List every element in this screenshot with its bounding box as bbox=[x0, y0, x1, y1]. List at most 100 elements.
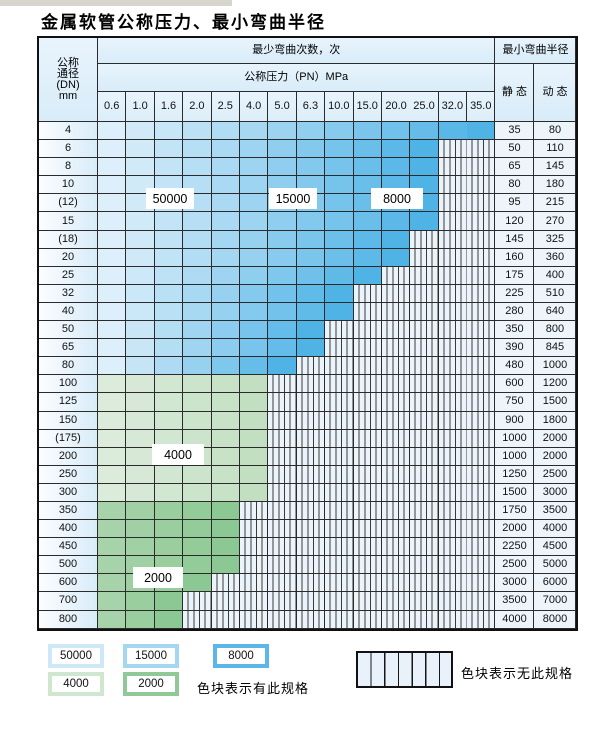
matrix-cell-available bbox=[154, 375, 184, 394]
matrix-cell-no-spec bbox=[467, 574, 496, 593]
matrix-cell-available bbox=[211, 393, 240, 412]
matrix-cell-no-spec bbox=[438, 411, 468, 430]
matrix-cell-available bbox=[154, 610, 184, 629]
matrix-cell-available bbox=[410, 158, 439, 177]
matrix-cell-available bbox=[154, 158, 184, 177]
matrix-cell-available bbox=[268, 230, 297, 249]
matrix-cell-available bbox=[211, 339, 240, 358]
static-radius-value: 280 bbox=[495, 302, 535, 322]
matrix-cell-no-spec bbox=[410, 556, 439, 575]
matrix-cell-no-spec bbox=[381, 483, 411, 502]
matrix-cell-available bbox=[381, 140, 411, 159]
matrix-cell-no-spec bbox=[296, 610, 326, 629]
matrix-cell-available bbox=[211, 248, 240, 267]
matrix-cell-available bbox=[211, 520, 240, 539]
matrix-cell-no-spec bbox=[467, 610, 496, 629]
matrix-cell-no-spec bbox=[325, 447, 354, 466]
matrix-cell-available bbox=[154, 592, 184, 611]
matrix-cell-available bbox=[239, 483, 269, 502]
matrix-cell-no-spec bbox=[325, 483, 354, 502]
matrix-cell-available bbox=[98, 538, 127, 557]
pressure-header-cell: 0.6 bbox=[98, 92, 127, 122]
matrix-cell-available bbox=[183, 538, 212, 557]
dynamic-radius-value: 3000 bbox=[534, 483, 577, 502]
static-radius-value: 225 bbox=[495, 284, 535, 303]
dynamic-radius-value: 2000 bbox=[534, 447, 577, 466]
matrix-cell-no-spec bbox=[467, 230, 496, 249]
matrix-cell-no-spec bbox=[325, 339, 354, 358]
matrix-cell-no-spec bbox=[410, 339, 439, 358]
dynamic-radius-value: 80 bbox=[534, 122, 577, 141]
matrix-cell-no-spec bbox=[353, 501, 382, 521]
matrix-cell-available bbox=[239, 122, 269, 141]
matrix-cell-available bbox=[296, 284, 326, 303]
matrix-cell-no-spec bbox=[438, 230, 468, 249]
dn-label: 600 bbox=[39, 574, 98, 593]
matrix-cell-available bbox=[154, 411, 184, 430]
matrix-cell-available bbox=[98, 429, 127, 448]
matrix-cell-available bbox=[381, 212, 411, 231]
matrix-cell-no-spec bbox=[325, 393, 354, 412]
matrix-cell-no-spec bbox=[438, 176, 468, 195]
matrix-cell-available bbox=[239, 465, 269, 484]
matrix-cell-available bbox=[126, 538, 155, 557]
matrix-cell-available bbox=[98, 592, 127, 611]
matrix-cell-no-spec bbox=[353, 538, 382, 557]
matrix-cell-available bbox=[325, 212, 354, 231]
matrix-cell-available bbox=[183, 230, 212, 249]
page-title: 金属软管公称压力、最小弯曲半径 bbox=[41, 13, 326, 32]
matrix-cell-no-spec bbox=[438, 538, 468, 557]
static-radius-value: 95 bbox=[495, 194, 535, 213]
matrix-cell-no-spec bbox=[467, 483, 496, 502]
dynamic-radius-value: 1000 bbox=[534, 357, 577, 376]
top-edge-artifact bbox=[0, 0, 232, 6]
matrix-cell-no-spec bbox=[268, 375, 297, 394]
matrix-cell-available bbox=[239, 194, 269, 213]
matrix-cell-no-spec bbox=[438, 520, 468, 539]
matrix-cell-no-spec bbox=[438, 574, 468, 593]
matrix-cell-available bbox=[211, 501, 240, 521]
matrix-cell-no-spec bbox=[268, 501, 297, 521]
matrix-cell-available bbox=[126, 212, 155, 231]
static-radius-value: 3000 bbox=[495, 574, 535, 593]
matrix-cell-available bbox=[325, 284, 354, 303]
matrix-cell-no-spec bbox=[296, 393, 326, 412]
static-radius-value: 600 bbox=[495, 375, 535, 394]
matrix-cell-available bbox=[98, 501, 127, 521]
dynamic-radius-value: 110 bbox=[534, 140, 577, 159]
legend-item-value: 15000 bbox=[127, 648, 175, 664]
dn-label: 20 bbox=[39, 248, 98, 267]
matrix-cell-no-spec bbox=[438, 393, 468, 412]
matrix-cell-available bbox=[239, 230, 269, 249]
matrix-cell-no-spec bbox=[467, 447, 496, 466]
static-radius-value: 50 bbox=[495, 140, 535, 159]
matrix-cell-available bbox=[98, 266, 127, 285]
static-radius-value: 4000 bbox=[495, 610, 535, 629]
matrix-cell-available bbox=[183, 465, 212, 484]
matrix-cell-no-spec bbox=[296, 375, 326, 394]
matrix-cell-available bbox=[211, 158, 240, 177]
bend-times-header: 最少弯曲次数，次 bbox=[98, 38, 496, 64]
matrix-cell-available bbox=[98, 122, 127, 141]
matrix-cell-available bbox=[154, 501, 184, 521]
matrix-cell-available bbox=[211, 266, 240, 285]
matrix-cell-no-spec bbox=[381, 610, 411, 629]
dynamic-radius-value: 1800 bbox=[534, 411, 577, 430]
static-radius-value: 145 bbox=[495, 230, 535, 249]
matrix-cell-available bbox=[296, 140, 326, 159]
matrix-cell-no-spec bbox=[438, 266, 468, 285]
matrix-cell-available bbox=[183, 321, 212, 340]
matrix-cell-no-spec bbox=[268, 574, 297, 593]
min-bend-radius-header: 最小弯曲半径 bbox=[495, 38, 577, 64]
dn-label: 25 bbox=[39, 266, 98, 285]
static-radius-value: 2500 bbox=[495, 556, 535, 575]
matrix-cell-available bbox=[98, 140, 127, 159]
dn-label: 40 bbox=[39, 302, 98, 322]
dynamic-radius-value: 4000 bbox=[534, 520, 577, 539]
matrix-cell-available bbox=[268, 140, 297, 159]
legend-item-value: 4000 bbox=[52, 676, 100, 692]
dynamic-radius-value: 510 bbox=[534, 284, 577, 303]
matrix-cell-available bbox=[126, 520, 155, 539]
static-radius-value: 1000 bbox=[495, 447, 535, 466]
matrix-cell-available bbox=[211, 176, 240, 195]
